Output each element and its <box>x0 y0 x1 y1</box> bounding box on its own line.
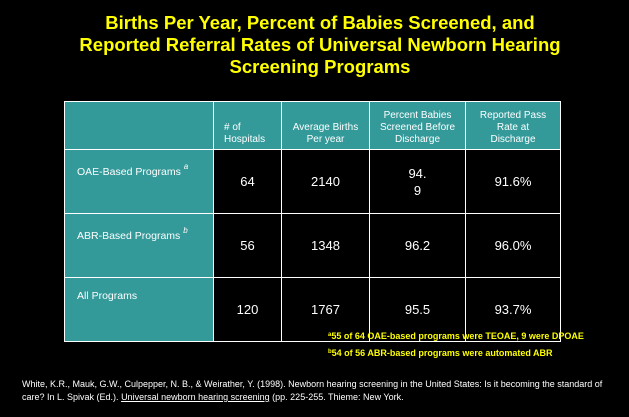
header-pass-rate: Reported Pass Rate at Discharge <box>465 101 561 150</box>
table-header-row: # of Hospitals Average Births Per year P… <box>64 101 561 150</box>
table-corner-cell <box>64 101 214 150</box>
title-line-1: Births Per Year, Percent of Babies Scree… <box>105 12 535 33</box>
header-hospitals: # of Hospitals <box>213 101 282 150</box>
cell-oae-hospitals: 64 <box>213 149 282 214</box>
cell-oae-screened-line2: 9 <box>413 182 422 198</box>
header-births: Average Births Per year <box>281 101 370 150</box>
row-label-abr-text: ABR-Based Programs <box>77 230 181 242</box>
slide-title: Births Per Year, Percent of Babies Scree… <box>40 12 600 78</box>
cell-oae-screened: 94. 9 <box>369 149 466 214</box>
cell-all-hospitals: 120 <box>213 277 282 342</box>
header-births-line1: Average Births <box>292 122 359 133</box>
row-label-all-text: All Programs <box>77 290 138 302</box>
title-line-3: Screening Programs <box>229 56 411 77</box>
footnote-a: a55 of 64 OAE-based programs were TEOAE,… <box>328 331 584 341</box>
header-screened-line2: Screened Before <box>379 122 456 133</box>
screening-table: # of Hospitals Average Births Per year P… <box>64 101 561 342</box>
cell-oae-screened-line1: 94. <box>408 165 427 181</box>
table-row-abr: ABR-Based Programs b 56 1348 96.2 96.0% <box>64 213 561 278</box>
cell-abr-hospitals: 56 <box>213 213 282 278</box>
header-births-line2: Per year <box>306 134 345 145</box>
header-hospitals-line1: # of <box>224 122 241 133</box>
table-row-all: All Programs 120 1767 95.5 93.7% <box>64 277 561 342</box>
cell-abr-screened: 96.2 <box>369 213 466 278</box>
footnote-b-mark: b <box>328 349 332 355</box>
citation: White, K.R., Mauk, G.W., Culpepper, N. B… <box>22 378 612 404</box>
cell-oae-births: 2140 <box>281 149 370 214</box>
citation-book-title: Universal newborn hearing screening <box>121 392 270 402</box>
cell-oae-pass: 91.6% <box>465 149 561 214</box>
row-label-all: All Programs <box>64 277 214 342</box>
citation-part2: (pp. 225-255. Thieme: New York. <box>272 392 404 402</box>
header-screened-line3: Discharge <box>394 134 441 145</box>
table-row-oae: OAE-Based Programs a 64 2140 94. 9 91.6% <box>64 149 561 214</box>
row-label-abr-sup: b <box>183 226 188 235</box>
cell-all-births: 1767 <box>281 277 370 342</box>
row-label-oae-sup: a <box>183 162 189 171</box>
footnote-b: b54 of 56 ABR-based programs were automa… <box>328 348 553 358</box>
row-label-oae: OAE-Based Programs a <box>64 149 214 214</box>
citation-part1: White, K.R., Mauk, G.W., Culpepper, N. B… <box>22 379 603 402</box>
footnote-a-text: 55 of 64 OAE-based programs were TEOAE, … <box>331 331 584 341</box>
footnote-a-mark: a <box>328 332 332 338</box>
header-hospitals-line2: Hospitals <box>224 134 266 145</box>
header-pass-line2: Rate at <box>496 122 530 133</box>
header-pass-line3: Discharge <box>490 134 536 145</box>
row-label-abr: ABR-Based Programs b <box>64 213 214 278</box>
row-label-oae-text: OAE-Based Programs <box>77 166 181 178</box>
cell-abr-pass: 96.0% <box>465 213 561 278</box>
cell-abr-births: 1348 <box>281 213 370 278</box>
header-screened-line1: Percent Babies <box>383 110 452 121</box>
footnote-b-text: 54 of 56 ABR-based programs were automat… <box>331 348 553 358</box>
title-line-2: Reported Referral Rates of Universal New… <box>79 34 561 55</box>
header-screened: Percent Babies Screened Before Discharge <box>369 101 466 150</box>
header-pass-line1: Reported Pass <box>479 110 547 121</box>
cell-all-pass: 93.7% <box>465 277 561 342</box>
